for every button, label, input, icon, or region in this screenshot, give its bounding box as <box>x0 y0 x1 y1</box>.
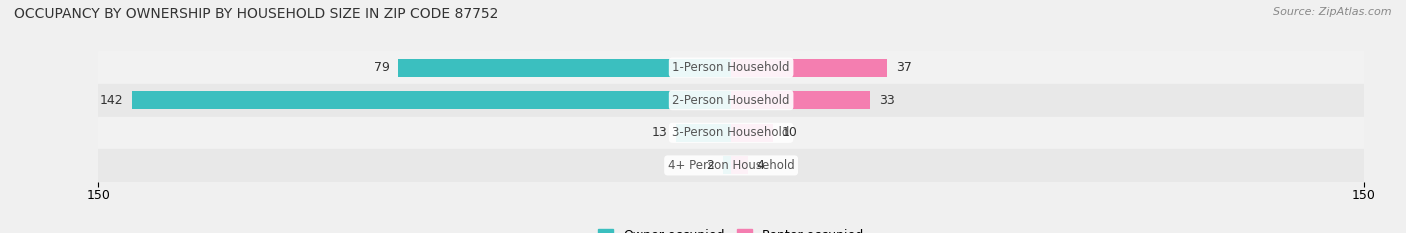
Bar <box>98 116 1364 149</box>
Bar <box>98 149 1364 182</box>
Text: 4: 4 <box>756 159 765 172</box>
Bar <box>731 157 748 174</box>
Text: 2-Person Household: 2-Person Household <box>672 94 790 107</box>
Bar <box>723 157 731 174</box>
Text: 33: 33 <box>879 94 894 107</box>
Text: 1-Person Household: 1-Person Household <box>672 61 790 74</box>
Text: 142: 142 <box>100 94 124 107</box>
Bar <box>731 91 870 109</box>
Text: OCCUPANCY BY OWNERSHIP BY HOUSEHOLD SIZE IN ZIP CODE 87752: OCCUPANCY BY OWNERSHIP BY HOUSEHOLD SIZE… <box>14 7 499 21</box>
Bar <box>676 124 731 142</box>
Bar <box>98 84 1364 116</box>
Bar <box>132 91 731 109</box>
Legend: Owner-occupied, Renter-occupied: Owner-occupied, Renter-occupied <box>593 224 869 233</box>
Bar <box>731 124 773 142</box>
Bar <box>731 59 887 76</box>
Bar <box>398 59 731 76</box>
Text: 37: 37 <box>896 61 911 74</box>
Text: 13: 13 <box>652 126 668 139</box>
Text: 10: 10 <box>782 126 797 139</box>
Text: Source: ZipAtlas.com: Source: ZipAtlas.com <box>1274 7 1392 17</box>
Text: 3-Person Household: 3-Person Household <box>672 126 790 139</box>
Text: 4+ Person Household: 4+ Person Household <box>668 159 794 172</box>
Bar <box>98 51 1364 84</box>
Text: 79: 79 <box>374 61 389 74</box>
Text: 2: 2 <box>706 159 714 172</box>
